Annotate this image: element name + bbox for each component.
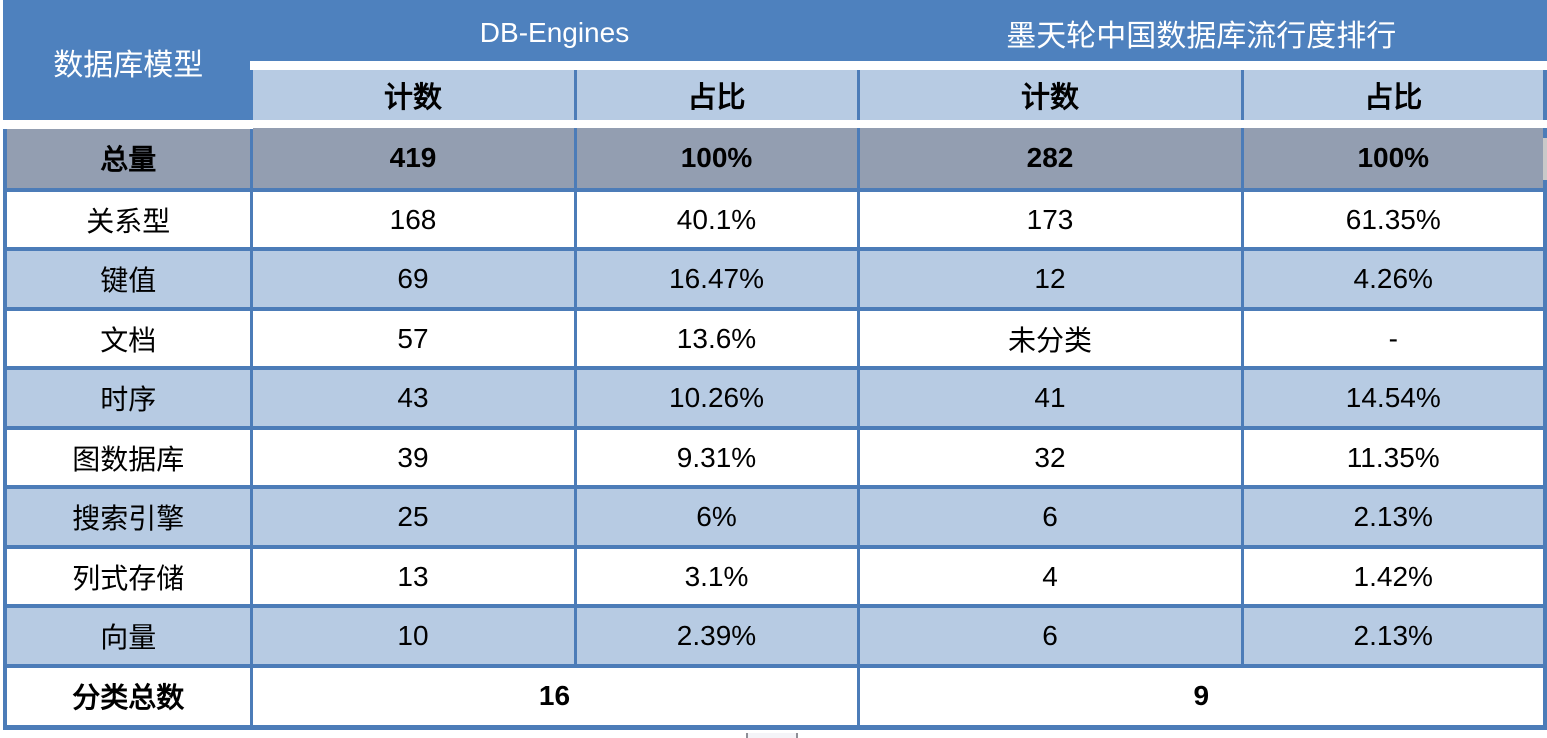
category-total-row: 分类总数 16 9 (3, 663, 1547, 730)
cell-value: 6 (856, 604, 1244, 668)
cell-value: 100% (1240, 122, 1547, 192)
row-label: 总量 (3, 122, 253, 192)
cell-value: 16.47% (573, 247, 860, 311)
cell-value: 25 (249, 485, 577, 549)
cell-value: 282 (856, 122, 1244, 192)
row-label: 分类总数 (3, 663, 253, 730)
row-label: 向量 (3, 604, 253, 668)
cell-value: 12 (856, 247, 1244, 311)
cell-value: - (1240, 306, 1547, 371)
subheader-db-share: 占比 (573, 63, 860, 129)
cell-value: 69 (249, 247, 577, 311)
cell-value: 13.6% (573, 306, 860, 371)
cell-value: 11.35% (1240, 425, 1547, 490)
cell-value: 43 (249, 366, 577, 430)
cell-value-db-category-count: 16 (249, 663, 860, 730)
table-row-columnar: 列式存储 13 3.1% 4 1.42% (3, 544, 1547, 609)
cell-value: 10.26% (573, 366, 860, 430)
cell-value: 173 (856, 187, 1244, 252)
subheader-modb-share: 占比 (1240, 63, 1547, 129)
cell-value: 1.42% (1240, 544, 1547, 609)
table-row-key-value: 键值 69 16.47% 12 4.26% (3, 247, 1547, 311)
cell-value: 41 (856, 366, 1244, 430)
row-label: 文档 (3, 306, 253, 371)
table-row-vector: 向量 10 2.39% 6 2.13% (3, 604, 1547, 668)
table-row-search-engine: 搜索引擎 25 6% 6 2.13% (3, 485, 1547, 549)
corner-header-cell: 数据库模型 (3, 0, 253, 129)
row-label: 键值 (3, 247, 253, 311)
group-header-modb-ranking: 墨天轮中国数据库流行度排行 (856, 0, 1547, 71)
cell-value: 4 (856, 544, 1244, 609)
cell-value: 10 (249, 604, 577, 668)
cell-value: 168 (249, 187, 577, 252)
table-row-relational: 关系型 168 40.1% 173 61.35% (3, 187, 1547, 252)
cell-value: 14.54% (1240, 366, 1547, 430)
cell-value: 4.26% (1240, 247, 1547, 311)
table-row-document: 文档 57 13.6% 未分类 - (3, 306, 1547, 371)
cell-value: 57 (249, 306, 577, 371)
row-label: 关系型 (3, 187, 253, 252)
cell-value: 3.1% (573, 544, 860, 609)
cell-value: 13 (249, 544, 577, 609)
row-label: 图数据库 (3, 425, 253, 490)
row-label: 搜索引擎 (3, 485, 253, 549)
cell-value: 2.13% (1240, 604, 1547, 668)
cell-value: 39 (249, 425, 577, 490)
cell-value: 40.1% (573, 187, 860, 252)
total-row: 总量 419 100% 282 100% (3, 122, 1547, 192)
sub-header-row: 计数 占比 计数 占比 (5, 63, 1547, 129)
row-label: 列式存储 (3, 544, 253, 609)
row-label: 时序 (3, 366, 253, 430)
cell-value: 6% (573, 485, 860, 549)
cell-value: 2.39% (573, 604, 860, 668)
scrollbar-fragment[interactable] (746, 733, 798, 738)
cell-value-modb-category-count: 9 (856, 663, 1547, 730)
cell-value: 2.13% (1240, 485, 1547, 549)
table-row-graph: 图数据库 39 9.31% 32 11.35% (3, 425, 1547, 490)
cell-value: 6 (856, 485, 1244, 549)
group-header-db-engines: DB-Engines (249, 0, 860, 71)
cell-value: 9.31% (573, 425, 860, 490)
cell-value: 32 (856, 425, 1244, 490)
table-row-time-series: 时序 43 10.26% 41 14.54% (3, 366, 1547, 430)
cell-value: 61.35% (1240, 187, 1547, 252)
cell-value: 419 (249, 122, 577, 192)
subheader-modb-count: 计数 (856, 63, 1244, 129)
cell-value: 100% (573, 122, 860, 192)
group-header-row: 数据库模型 DB-Engines 墨天轮中国数据库流行度排行 (3, 0, 1547, 129)
cell-value: 未分类 (856, 306, 1244, 371)
database-model-comparison-table: 数据库模型 DB-Engines 墨天轮中国数据库流行度排行 计数 占比 计数 … (3, 0, 1547, 730)
right-edge-fragment (1543, 138, 1547, 180)
subheader-db-count: 计数 (249, 63, 577, 129)
